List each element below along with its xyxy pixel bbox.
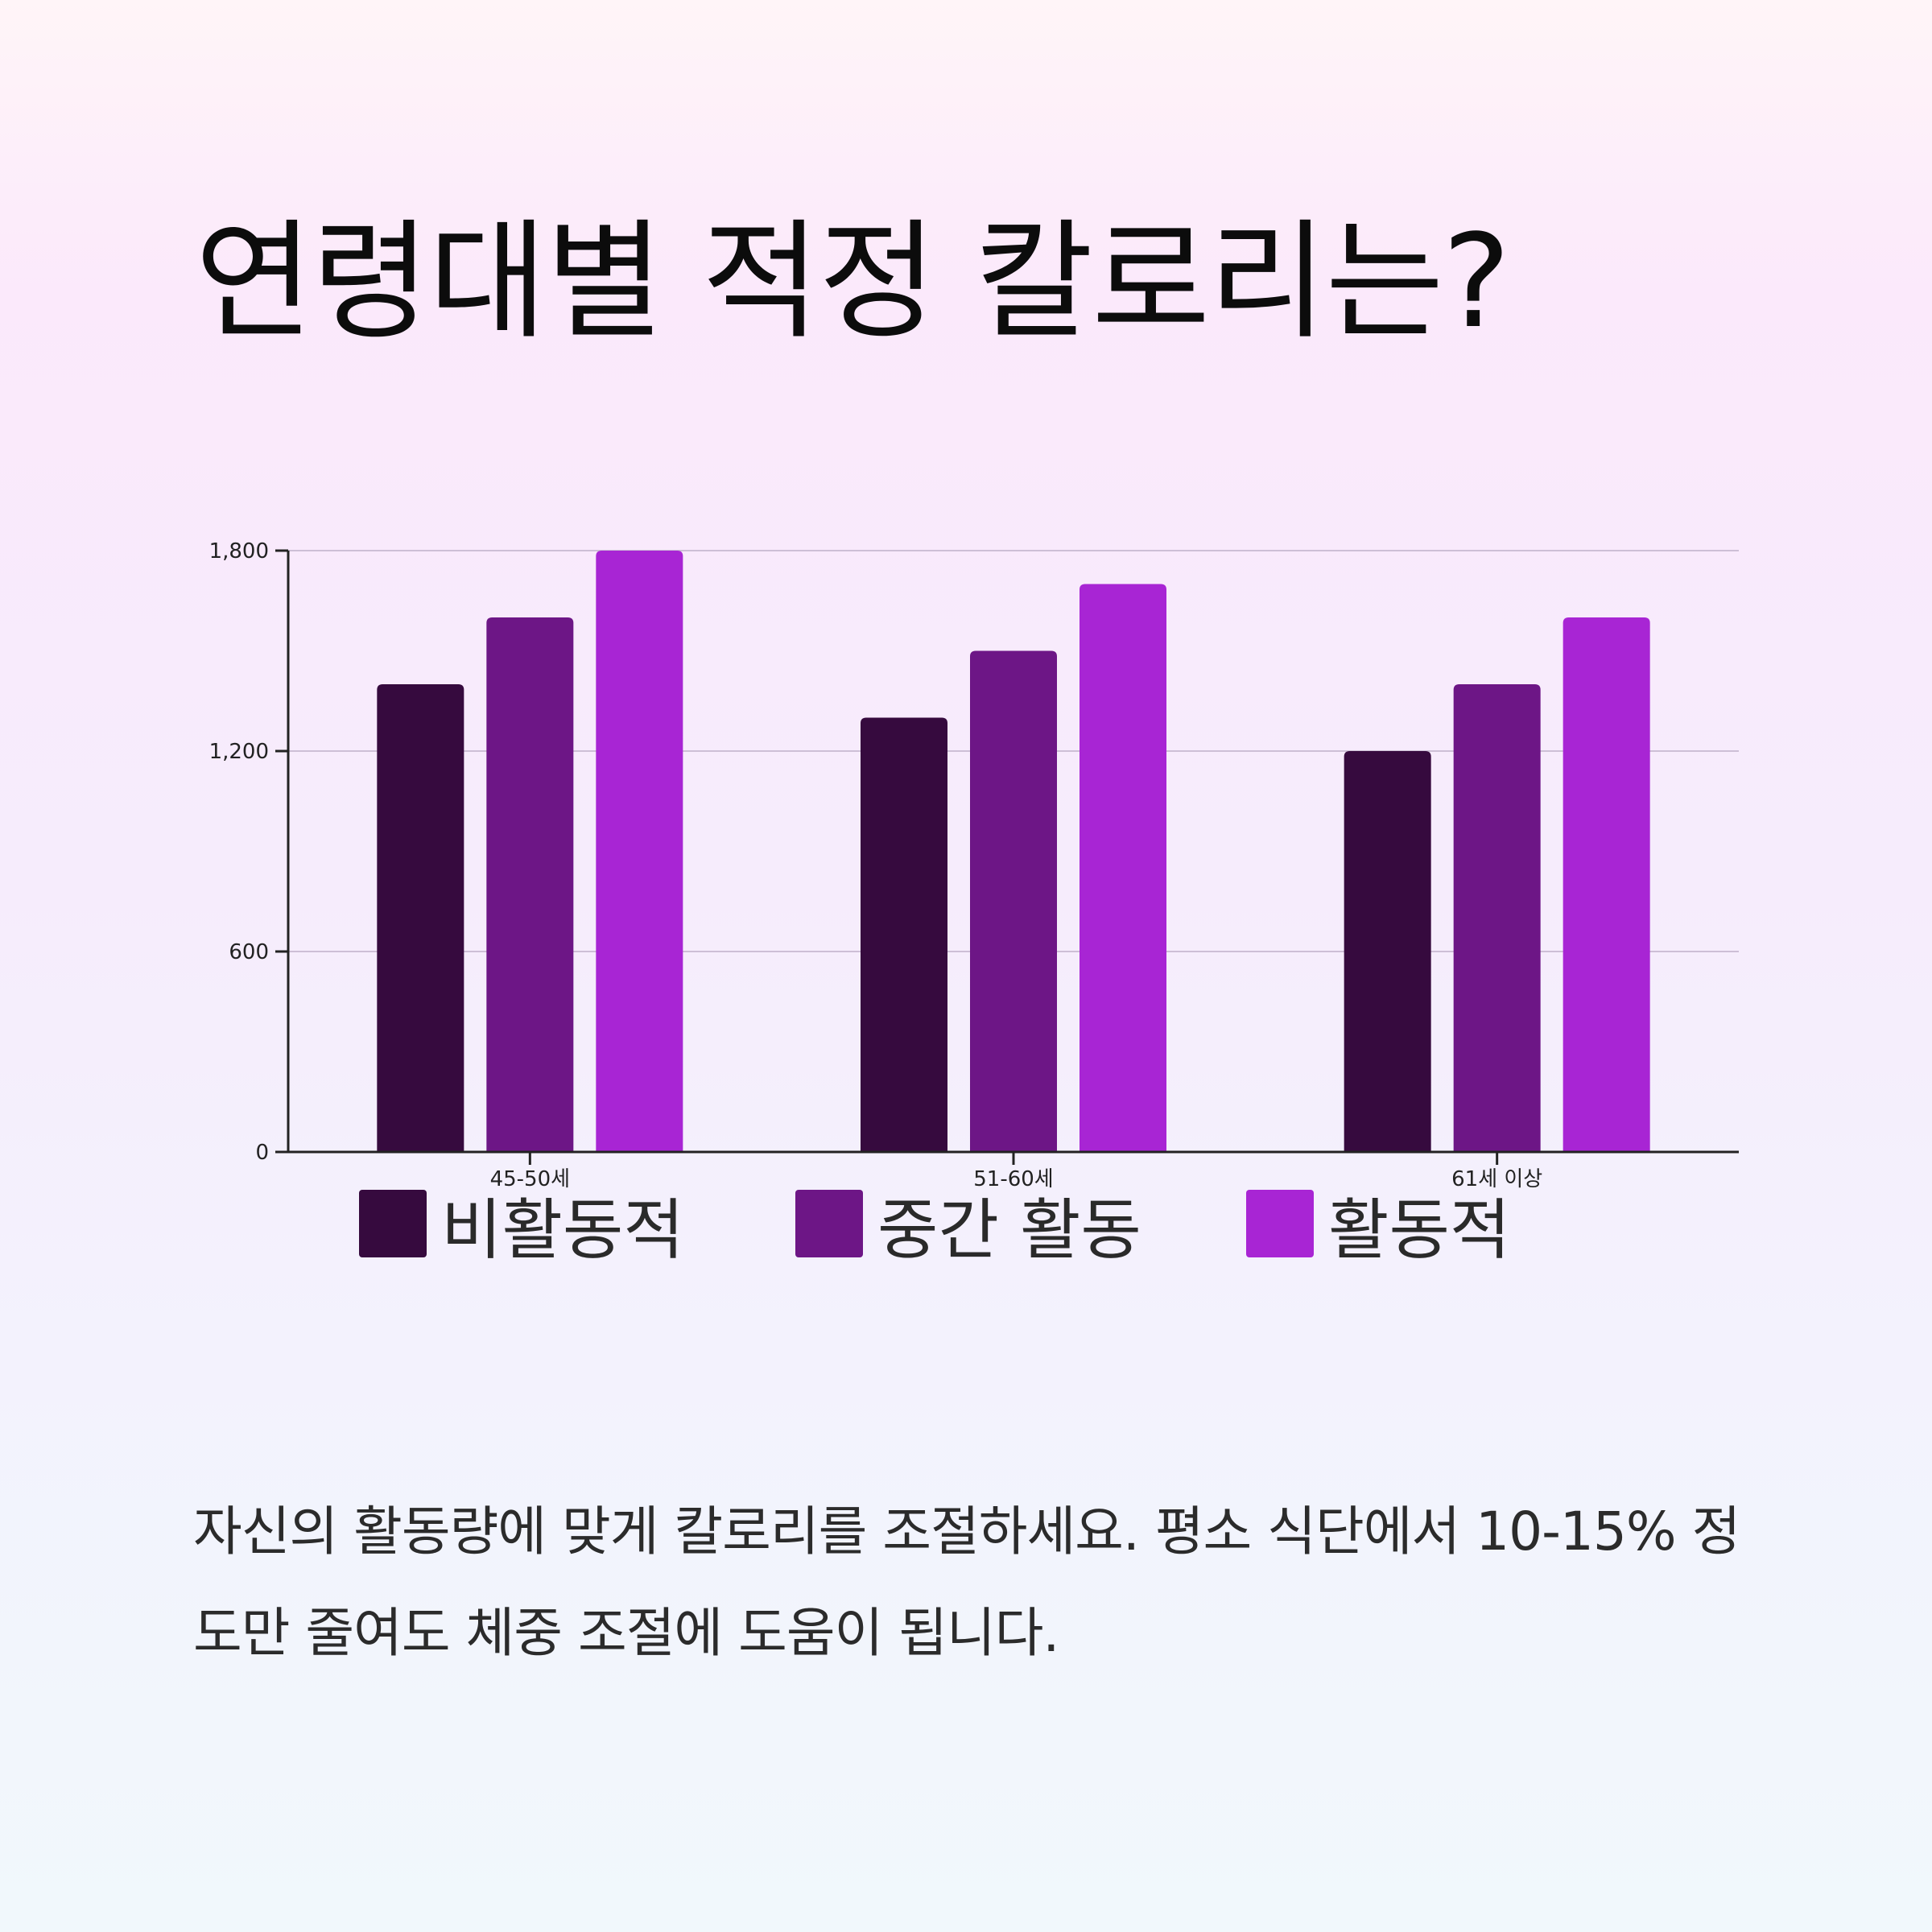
x-tick-label: 51-60세 [973,1167,1053,1191]
legend-item-inactive: 비활동적 [359,1175,684,1272]
y-tick-label: 600 [229,940,269,964]
bar [1080,584,1166,1152]
bar [1563,617,1650,1152]
legend-swatch-moderate [795,1190,863,1257]
y-axis-ticks: 0 600 1,200 1,800 [209,539,288,1165]
bar-chart: 0 600 1,200 1,800 45-50세 51-60세 61세 이상 [209,539,1739,1191]
chart-bars [377,551,1650,1152]
y-tick-label: 1,800 [209,539,269,564]
x-tick-label: 45-50세 [490,1167,570,1191]
x-tick-label: 61세 이상 [1451,1167,1542,1191]
legend-item-moderate: 중간 활동 [795,1175,1141,1272]
chart-legend: 비활동적 중간 활동 활동적 [0,1175,1932,1272]
bar [970,650,1057,1152]
page-title: 연령대별 적정 칼로리는? [195,206,1511,357]
legend-swatch-inactive [359,1190,427,1257]
y-tick-label: 1,200 [209,740,269,764]
bar [1453,684,1541,1152]
legend-label-inactive: 비활동적 [441,1191,684,1269]
bar [1344,751,1431,1152]
y-tick-label: 0 [255,1141,269,1165]
bar [596,551,683,1152]
bar [486,617,574,1152]
legend-label-active: 활동적 [1328,1191,1511,1269]
bar [861,717,947,1152]
legend-item-active: 활동적 [1246,1175,1510,1272]
bar [377,684,464,1152]
legend-swatch-active [1246,1190,1314,1257]
x-axis-ticks: 45-50세 51-60세 61세 이상 [490,1152,1542,1191]
legend-label-moderate: 중간 활동 [877,1191,1141,1269]
footnote-text: 자신의 활동량에 맞게 칼로리를 조절하세요. 평소 식단에서 10-15% 정… [193,1501,1740,1664]
